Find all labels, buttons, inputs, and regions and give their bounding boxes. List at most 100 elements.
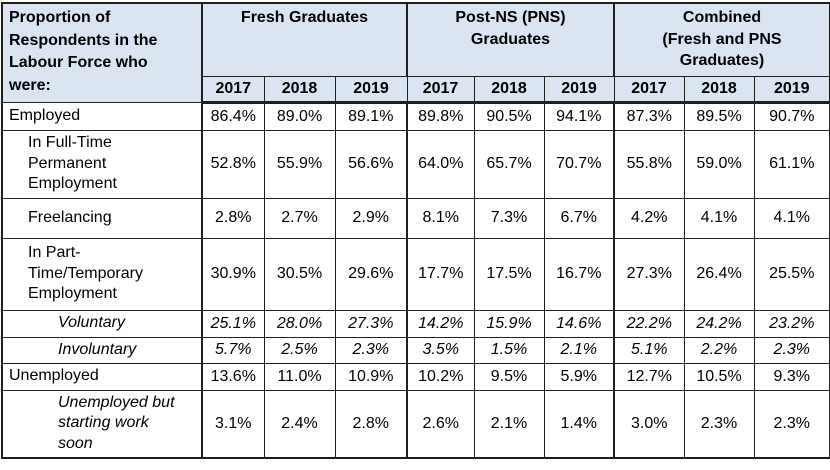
value-cell: 30.5% bbox=[263, 237, 336, 311]
value-cell: 2.7% bbox=[263, 197, 336, 239]
table-row: Employed 86.4% 89.0% 89.1% 89.8% 90.5% 94.1% 87… bbox=[1, 101, 830, 131]
value-cell: 17.7% bbox=[406, 237, 475, 311]
value-cell: 29.6% bbox=[334, 237, 408, 311]
row-label: In Part- Time/Temporary Employment bbox=[1, 237, 203, 311]
value-cell: 3.5% bbox=[406, 336, 475, 364]
year-header: 2019 bbox=[753, 75, 830, 104]
row-label: Unemployed but starting work soon bbox=[1, 389, 203, 459]
value-cell: 24.2% bbox=[683, 309, 755, 338]
value-cell: 28.0% bbox=[263, 309, 336, 338]
value-cell: 30.9% bbox=[201, 237, 265, 311]
row-label: Employed bbox=[1, 101, 203, 131]
value-cell: 26.4% bbox=[683, 237, 755, 311]
value-cell: 87.3% bbox=[613, 101, 685, 131]
value-cell: 22.2% bbox=[613, 309, 685, 338]
year-header: 2018 bbox=[683, 75, 755, 104]
value-cell: 90.7% bbox=[753, 101, 830, 131]
value-cell: 94.1% bbox=[543, 101, 615, 131]
table-row: In Full-Time Permanent Employment 52.8% 55… bbox=[1, 129, 830, 199]
value-cell: 27.3% bbox=[334, 309, 408, 338]
group-header-row: Proportion of Respondents in the Labour … bbox=[1, 2, 830, 103]
value-cell: 64.0% bbox=[406, 129, 475, 199]
row-label: Involuntary bbox=[1, 336, 203, 364]
value-cell: 17.5% bbox=[473, 237, 545, 311]
value-cell: 86.4% bbox=[201, 101, 265, 131]
value-cell: 4.2% bbox=[613, 197, 685, 239]
table-row: Unemployed 13.6% 11.0% 10.9% 10.2% 9.5% 5.9% 12… bbox=[1, 362, 830, 391]
value-cell: 13.6% bbox=[201, 362, 265, 391]
value-cell: 2.3% bbox=[334, 336, 408, 364]
row-label: In Full-Time Permanent Employment bbox=[1, 129, 203, 199]
value-cell: 10.5% bbox=[683, 362, 755, 391]
value-cell: 2.8% bbox=[201, 197, 265, 239]
table-body: Employed 86.4% 89.0% 89.1% 89.8% 90.5% 94.1% 87… bbox=[1, 101, 830, 459]
value-cell: 65.7% bbox=[473, 129, 545, 199]
value-cell: 8.1% bbox=[406, 197, 475, 239]
group-header-fresh-graduates: Fresh Graduates bbox=[201, 2, 408, 77]
value-cell: 11.0% bbox=[263, 362, 336, 391]
value-cell: 6.7% bbox=[543, 197, 615, 239]
row-label: Freelancing bbox=[1, 197, 203, 239]
table-row: Involuntary 5.7% 2.5% 2.3% 3.5% 1.5% 2.1% 5.1% 2… bbox=[1, 336, 830, 364]
value-cell: 12.7% bbox=[613, 362, 685, 391]
value-cell: 14.2% bbox=[406, 309, 475, 338]
value-cell: 2.3% bbox=[753, 389, 830, 459]
table-header: Proportion of Respondents in the Labour … bbox=[1, 2, 830, 104]
year-header: 2018 bbox=[263, 75, 336, 104]
value-cell: 25.5% bbox=[753, 237, 830, 311]
year-header: 2017 bbox=[613, 75, 685, 104]
table-row: In Part- Time/Temporary Employment 30.9% 3… bbox=[1, 237, 830, 311]
value-cell: 2.3% bbox=[753, 336, 830, 364]
value-cell: 2.9% bbox=[334, 197, 408, 239]
value-cell: 89.5% bbox=[683, 101, 755, 131]
value-cell: 2.2% bbox=[683, 336, 755, 364]
group-header-combined-graduates: Combined (Fresh and PNS Graduates) bbox=[613, 2, 830, 77]
value-cell: 4.1% bbox=[683, 197, 755, 239]
value-cell: 70.7% bbox=[543, 129, 615, 199]
value-cell: 23.2% bbox=[753, 309, 830, 338]
value-cell: 16.7% bbox=[543, 237, 615, 311]
corner-label: Proportion of Respondents in the Labour … bbox=[1, 2, 203, 103]
value-cell: 25.1% bbox=[201, 309, 265, 338]
year-header: 2017 bbox=[406, 75, 475, 104]
value-cell: 89.0% bbox=[263, 101, 336, 131]
value-cell: 90.5% bbox=[473, 101, 545, 131]
value-cell: 2.6% bbox=[406, 389, 475, 459]
group-header-post-ns-graduates: Post-NS (PNS) Graduates bbox=[406, 2, 615, 77]
row-label: Unemployed bbox=[1, 362, 203, 391]
value-cell: 56.6% bbox=[334, 129, 408, 199]
value-cell: 15.9% bbox=[473, 309, 545, 338]
value-cell: 3.1% bbox=[201, 389, 265, 459]
labour-force-proportion-table: Proportion of Respondents in the Labour … bbox=[1, 2, 830, 459]
value-cell: 61.1% bbox=[753, 129, 830, 199]
value-cell: 2.8% bbox=[334, 389, 408, 459]
value-cell: 2.1% bbox=[543, 336, 615, 364]
year-header: 2019 bbox=[543, 75, 615, 104]
value-cell: 27.3% bbox=[613, 237, 685, 311]
value-cell: 10.2% bbox=[406, 362, 475, 391]
value-cell: 5.1% bbox=[613, 336, 685, 364]
year-header: 2017 bbox=[201, 75, 265, 104]
value-cell: 1.4% bbox=[543, 389, 615, 459]
value-cell: 7.3% bbox=[473, 197, 545, 239]
table-row: Freelancing 2.8% 2.7% 2.9% 8.1% 7.3% 6.7% 4.2% 4… bbox=[1, 197, 830, 239]
value-cell: 89.8% bbox=[406, 101, 475, 131]
value-cell: 4.1% bbox=[753, 197, 830, 239]
year-header: 2019 bbox=[334, 75, 408, 104]
year-header-row: 2017 2018 2019 2017 2018 2019 2017 2018 … bbox=[2, 75, 830, 104]
value-cell: 10.9% bbox=[334, 362, 408, 391]
value-cell: 9.3% bbox=[753, 362, 830, 391]
value-cell: 14.6% bbox=[543, 309, 615, 338]
value-cell: 2.3% bbox=[683, 389, 755, 459]
value-cell: 5.9% bbox=[543, 362, 615, 391]
value-cell: 5.7% bbox=[201, 336, 265, 364]
value-cell: 52.8% bbox=[201, 129, 265, 199]
table-row: Unemployed but starting work soon 3.1% 2.4… bbox=[1, 389, 830, 459]
value-cell: 9.5% bbox=[473, 362, 545, 391]
value-cell: 3.0% bbox=[613, 389, 685, 459]
value-cell: 55.8% bbox=[613, 129, 685, 199]
value-cell: 2.1% bbox=[473, 389, 545, 459]
value-cell: 89.1% bbox=[334, 101, 408, 131]
value-cell: 2.5% bbox=[263, 336, 336, 364]
value-cell: 55.9% bbox=[263, 129, 336, 199]
